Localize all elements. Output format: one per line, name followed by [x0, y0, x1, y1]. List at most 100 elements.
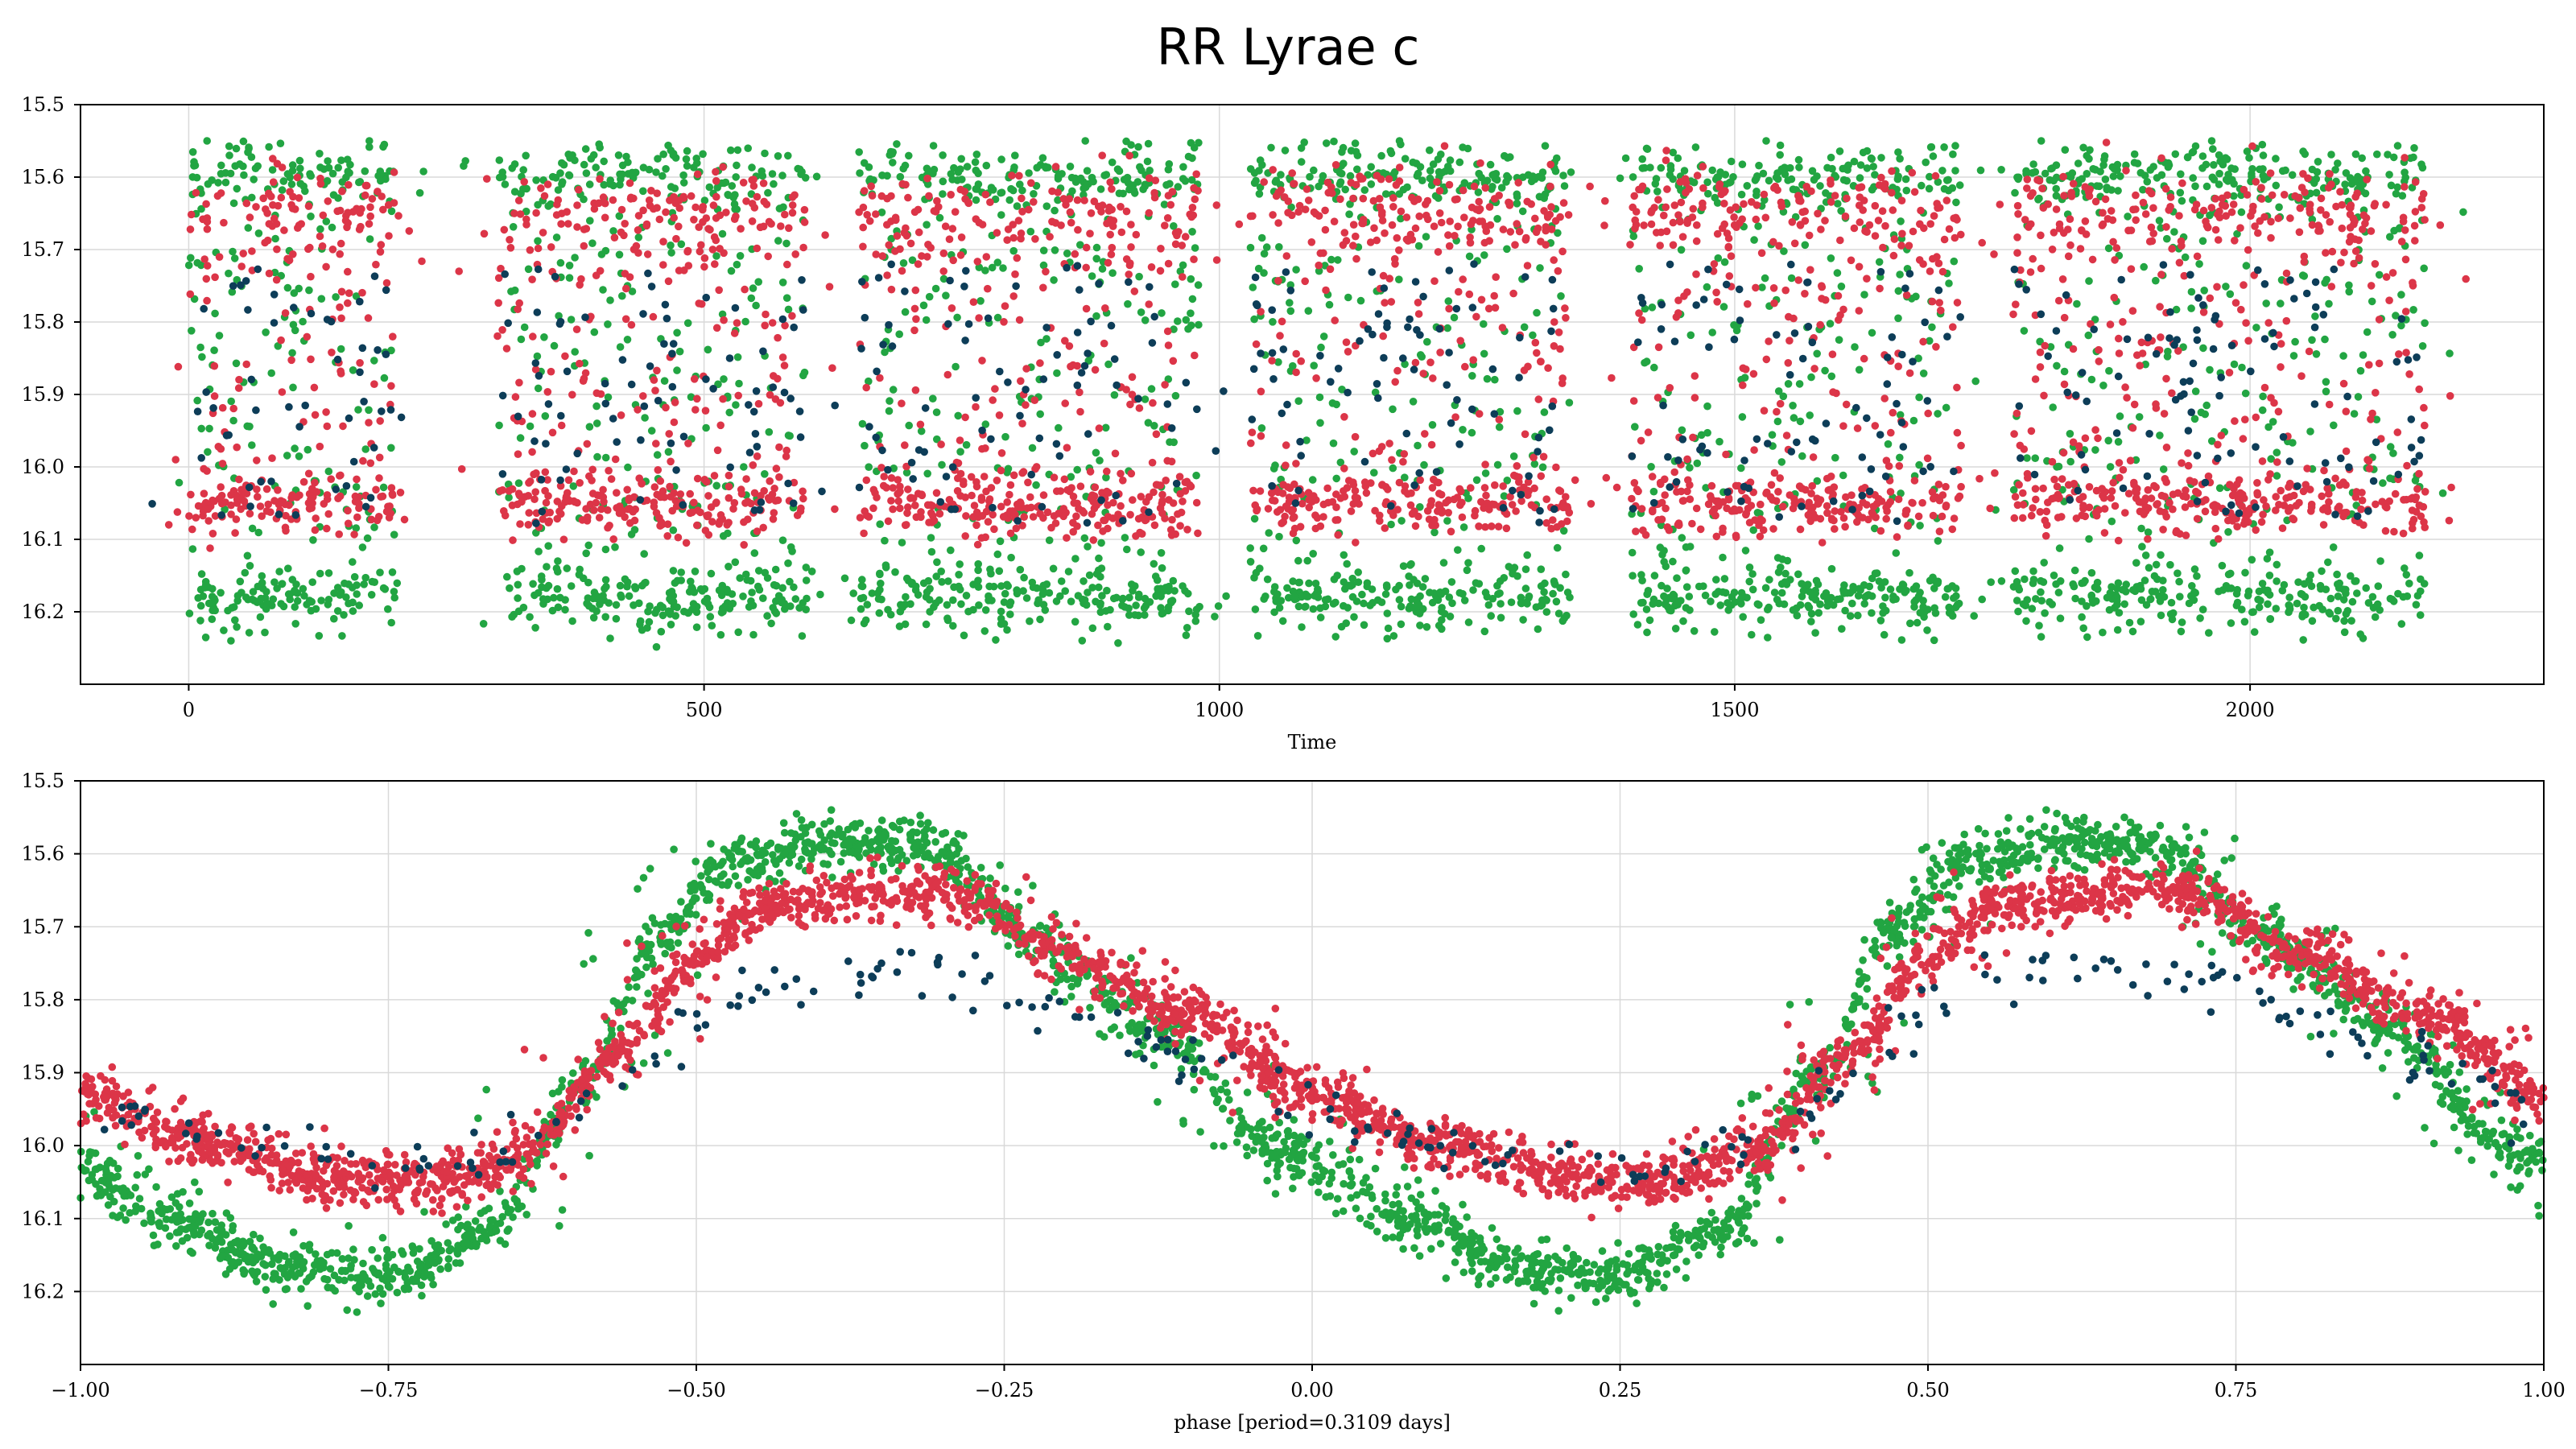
top-point-red — [855, 208, 863, 217]
top-point-red — [932, 489, 941, 497]
top-point-green — [926, 596, 934, 604]
top-point-navy — [1411, 278, 1420, 286]
top-point-green — [948, 175, 956, 184]
top-point-green — [273, 584, 281, 592]
top-point-red — [933, 196, 941, 205]
top-point-red — [1156, 504, 1165, 513]
top-point-green — [717, 586, 725, 594]
top-point-red — [1334, 530, 1342, 539]
top-point-red — [693, 170, 702, 179]
top-point-red — [1704, 500, 1713, 509]
top-point-red — [1378, 217, 1387, 225]
top-point-red — [316, 180, 325, 188]
top-point-green — [1875, 258, 1884, 266]
top-point-red — [1065, 195, 1074, 203]
top-point-green — [1768, 431, 1777, 439]
top-point-green — [1319, 332, 1328, 341]
top-point-red — [1781, 286, 1790, 295]
top-point-red — [739, 179, 748, 187]
top-point-green — [1076, 174, 1085, 183]
top-point-red — [1402, 235, 1411, 244]
top-point-red — [1097, 208, 1105, 216]
top-point-green — [1777, 580, 1786, 588]
top-point-red — [1327, 188, 1335, 197]
top-point-red — [1637, 505, 1646, 513]
top-point-green — [384, 605, 392, 613]
top-point-red — [394, 212, 402, 220]
top-point-red — [1171, 240, 1180, 249]
top-point-green — [1397, 517, 1406, 525]
top-point-red — [1782, 431, 1791, 440]
top-point-red — [716, 421, 724, 430]
top-point-red — [1322, 286, 1330, 295]
top-point-red — [634, 406, 642, 414]
top-point-red — [293, 173, 302, 182]
top-point-navy — [538, 507, 547, 516]
top-point-red — [1475, 522, 1483, 530]
top-plot-time-series: 0 500 1000 1500 200015.515.615.715.815.916.0… — [22, 93, 2545, 753]
top-point-green — [227, 397, 236, 406]
top-point-red — [1758, 516, 1766, 525]
top-point-green — [679, 179, 688, 187]
top-point-red — [524, 521, 533, 529]
top-point-green — [1649, 487, 1658, 496]
top-point-red — [1663, 185, 1671, 193]
top-point-red — [1011, 510, 1019, 518]
top-point-red — [374, 513, 383, 521]
top-point-navy — [978, 426, 986, 435]
top-point-green — [1521, 584, 1530, 592]
top-point-red — [1732, 203, 1740, 212]
top-point-green — [276, 139, 285, 147]
top-point-navy — [551, 272, 559, 281]
top-point-green — [1951, 142, 1959, 150]
top-point-red — [573, 223, 581, 231]
top-point-red — [1730, 221, 1739, 229]
top-point-green — [1246, 544, 1254, 552]
top-point-green — [1423, 337, 1431, 346]
top-point-green — [1635, 265, 1643, 273]
top-point-green — [779, 203, 787, 212]
top-point-red — [1905, 369, 1914, 378]
top-point-green — [1506, 153, 1514, 161]
top-point-green — [291, 603, 299, 611]
top-point-red — [1770, 469, 1779, 477]
top-point-green — [1650, 572, 1659, 580]
top-point-red — [1130, 287, 1139, 295]
top-point-red — [365, 220, 374, 228]
top-point-green — [1912, 582, 1921, 590]
top-point-red — [1053, 487, 1061, 495]
top-point-green — [590, 328, 599, 336]
top-point-red — [722, 208, 730, 217]
top-point-red — [704, 225, 712, 233]
top-point-green — [201, 634, 210, 642]
top-point-red — [653, 366, 661, 375]
top-point-green — [1827, 564, 1836, 573]
top-point-red — [1842, 400, 1851, 409]
top-point-red — [1450, 495, 1459, 504]
top-point-red — [1554, 328, 1563, 336]
top-point-green — [981, 606, 990, 614]
top-point-red — [364, 314, 373, 322]
top-point-green — [938, 578, 946, 586]
top-point-green — [611, 543, 619, 551]
top-point-navy — [1383, 323, 1391, 332]
top-point-red — [995, 411, 1004, 419]
top-point-green — [881, 536, 889, 545]
top-point-red — [1662, 147, 1670, 155]
top-point-green — [1269, 318, 1277, 326]
top-point-green — [860, 159, 869, 167]
top-point-red — [1880, 394, 1889, 402]
top-point-green — [752, 301, 760, 310]
top-point-red — [1395, 478, 1404, 487]
top-point-red — [634, 212, 643, 220]
top-point-red — [1060, 475, 1069, 484]
top-point-green — [1737, 190, 1746, 199]
top-point-red — [712, 192, 720, 201]
top-point-red — [1648, 473, 1657, 481]
top-point-navy — [750, 506, 759, 514]
top-point-green — [1115, 189, 1124, 197]
top-point-green — [514, 479, 523, 487]
top-point-green — [721, 603, 729, 612]
top-point-green — [1868, 592, 1876, 601]
top-point-red — [1757, 249, 1766, 258]
